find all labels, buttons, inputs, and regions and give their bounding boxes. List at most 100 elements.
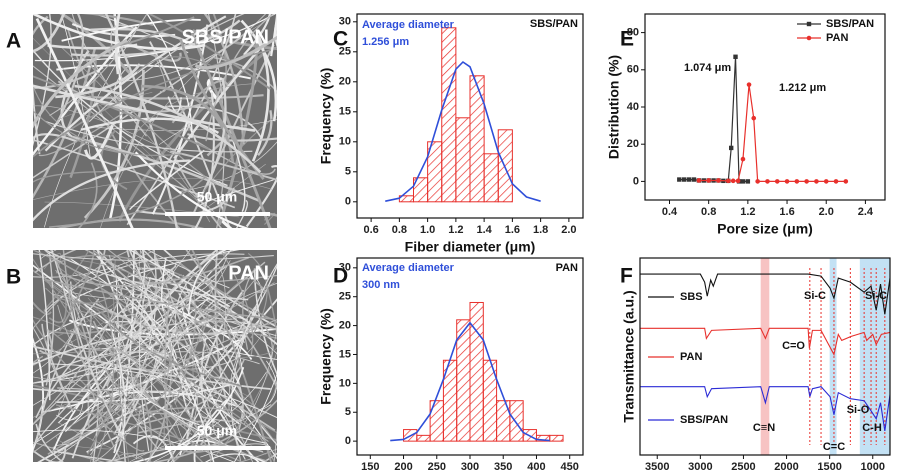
fiber (257, 110, 273, 157)
fiber (51, 250, 124, 442)
series-line (698, 84, 846, 182)
legend-label: PAN (826, 32, 848, 44)
fiber (44, 120, 253, 153)
fiber (33, 105, 176, 156)
fiber (126, 14, 237, 226)
fiber (33, 47, 97, 199)
bar (549, 434, 564, 442)
fiber (61, 47, 211, 223)
point (814, 179, 819, 184)
panel-letter: E (620, 28, 634, 51)
x-tick-label: 350 (494, 461, 512, 473)
plot-area (390, 301, 564, 442)
y-tick-label: 20 (339, 319, 351, 331)
fiber (163, 250, 222, 445)
bar (483, 153, 499, 203)
fiber (84, 250, 246, 344)
annotation: C=O (782, 340, 805, 352)
y-tick-label: 5 (345, 406, 351, 418)
fiber (88, 282, 275, 387)
fiber (86, 389, 112, 455)
panel-title: PAN (228, 262, 269, 284)
fiber (161, 257, 167, 313)
fiber (33, 326, 65, 394)
x-tick-label: 2500 (731, 461, 755, 473)
x-tick-label: 2000 (774, 461, 798, 473)
legend-label: SBS/PAN (826, 18, 874, 30)
y-tick-label: 25 (339, 291, 351, 303)
point (765, 179, 770, 184)
bar (469, 301, 484, 442)
point (740, 156, 746, 162)
fiber (77, 162, 98, 228)
annotation: Average diameter (362, 262, 455, 274)
axes-frame (639, 257, 891, 456)
fiber (170, 377, 227, 462)
bar (441, 27, 457, 203)
fiber (131, 251, 153, 269)
fiber (251, 34, 270, 162)
plot-area (385, 27, 541, 203)
fiber (241, 326, 263, 354)
fiber (108, 254, 158, 343)
fiber (261, 452, 277, 462)
fiber (194, 92, 215, 228)
fiber (205, 453, 266, 462)
fiber (253, 280, 266, 294)
fiber (92, 346, 159, 450)
point (823, 179, 829, 184)
series-line (679, 56, 748, 182)
point (746, 82, 752, 87)
fiber (51, 450, 129, 462)
x-tick-label: 3500 (645, 461, 669, 473)
fiber (35, 17, 134, 228)
fiber (128, 385, 266, 444)
fiber (129, 274, 277, 284)
fiber (33, 284, 124, 425)
fiber (274, 18, 277, 48)
annotation: 1.074 μm (684, 62, 731, 74)
y-tick-label: 0 (633, 175, 639, 187)
point (725, 178, 731, 184)
fiber (179, 141, 277, 192)
fiber (194, 35, 277, 70)
fiber (151, 24, 209, 215)
fiber (39, 250, 57, 260)
x-axis-label: Pore size (μm) (717, 221, 813, 237)
panel-title: SBS/PAN (182, 26, 269, 48)
fiber (33, 318, 214, 384)
point (804, 179, 809, 184)
fiber (164, 294, 176, 462)
fiber (114, 14, 121, 75)
point (751, 115, 757, 121)
scale-bar (165, 446, 270, 450)
fiber (270, 14, 277, 57)
series-line (640, 273, 890, 315)
panel-letter: C (333, 28, 348, 51)
legend-marker (806, 21, 812, 27)
fiber (206, 77, 222, 103)
y-tick-label: 0 (345, 196, 351, 208)
y-tick-label: 10 (339, 377, 351, 389)
x-tick-label: 1500 (817, 461, 841, 473)
x-tick-label: 0.4 (662, 206, 678, 218)
point (681, 177, 687, 182)
fiber (163, 250, 277, 328)
fiber (138, 277, 152, 451)
bar (497, 129, 513, 203)
fiber (33, 250, 199, 397)
fiber (200, 443, 272, 458)
fiber (33, 178, 272, 200)
fiber (33, 139, 236, 209)
fiber (203, 14, 245, 145)
fiber (55, 63, 141, 99)
fiber (183, 346, 208, 367)
y-tick-label: 30 (339, 16, 351, 28)
fiber (49, 177, 206, 228)
fiber (33, 429, 235, 462)
fiber (94, 270, 115, 462)
fiber (146, 14, 193, 139)
point (745, 179, 751, 184)
x-tick-label: 450 (561, 461, 579, 473)
point (774, 179, 780, 184)
